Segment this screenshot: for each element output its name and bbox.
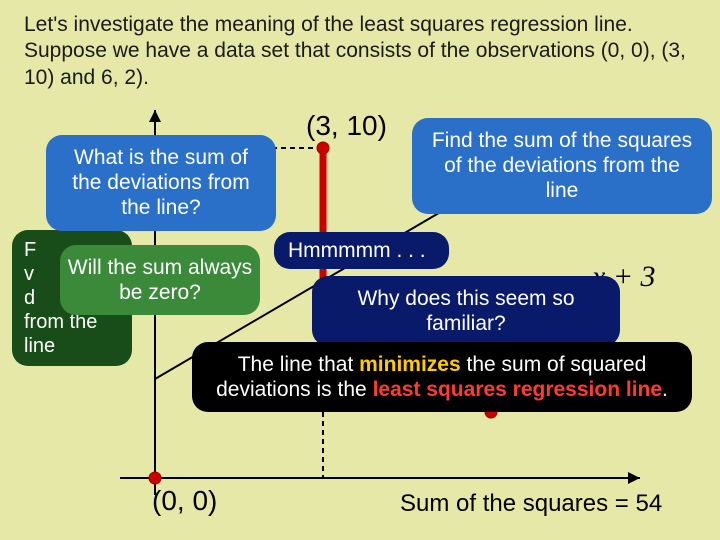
min-highlight-2: least squares regression line <box>373 378 662 401</box>
min-text-3: . <box>662 378 668 401</box>
label-point-3-10: (3, 10) <box>306 110 387 142</box>
callout-hmm: Hmmmmm . . . <box>274 232 449 269</box>
callout-familiar: Why does this seem so familiar? <box>312 276 620 346</box>
label-sum-squares: Sum of the squares = 54 <box>400 490 662 518</box>
label-point-0-0: (0, 0) <box>152 485 217 517</box>
min-text-1: The line that <box>238 353 359 376</box>
callout-question-zero: Will the sum always be zero? <box>60 245 260 315</box>
point-0-0 <box>149 472 161 484</box>
callout-minimizes: The line that minimizes the sum of squar… <box>192 342 692 412</box>
slide-stage: Let's investigate the meaning of the lea… <box>0 0 720 540</box>
point-3-10 <box>317 142 329 154</box>
callout-find-squares: Find the sum of the squares of the devia… <box>412 118 712 214</box>
callout-question-sum: What is the sum of the deviations from t… <box>46 135 276 231</box>
min-highlight-1: minimizes <box>359 353 461 376</box>
intro-text: Let's investigate the meaning of the lea… <box>24 12 696 91</box>
